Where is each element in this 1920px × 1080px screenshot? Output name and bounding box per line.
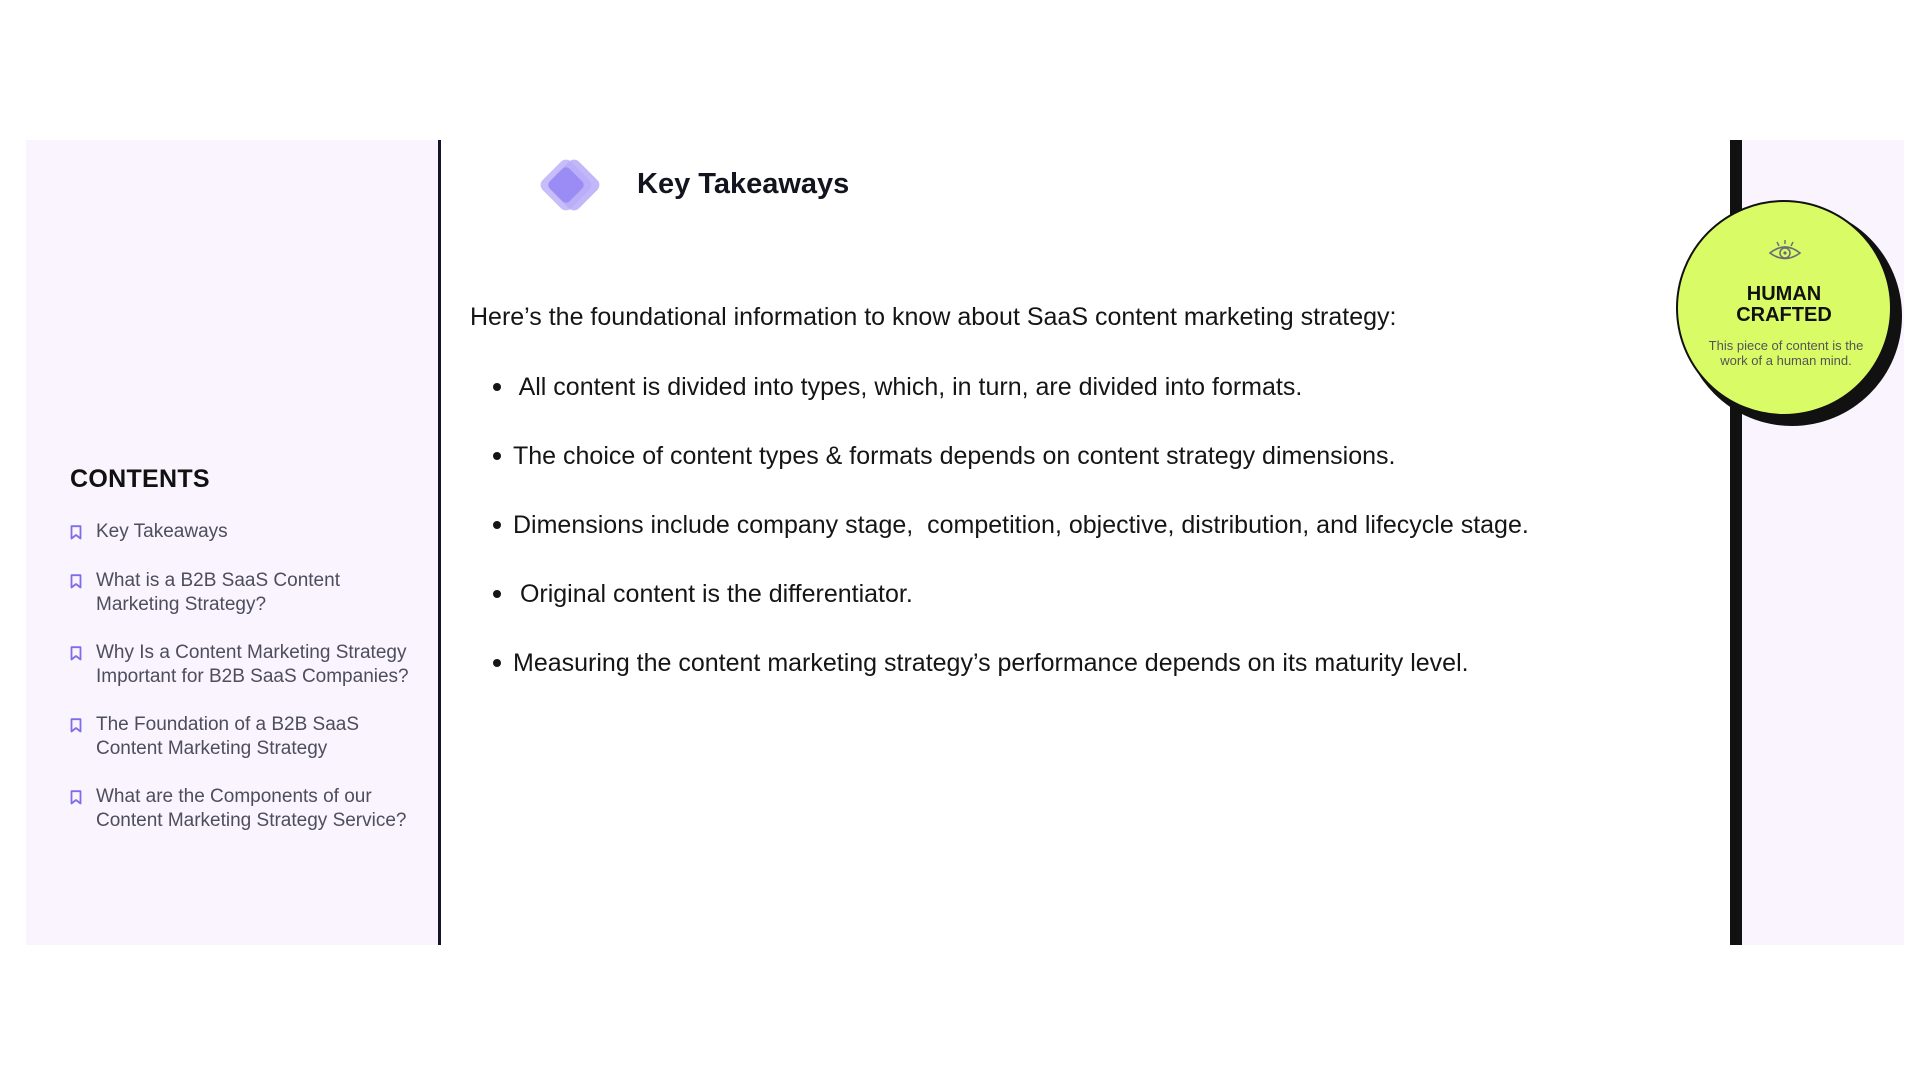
contents-title: CONTENTS (70, 465, 210, 493)
main-content: Key Takeaways Here’s the foundational in… (441, 140, 1754, 945)
bullet-text: The choice of content types & formats de… (513, 441, 1396, 470)
toc-item-label: Why Is a Content Marketing Strategy Impo… (96, 642, 409, 687)
bullet-dot (493, 383, 501, 391)
toc-item-label: The Foundation of a B2B SaaS Content Mar… (96, 714, 360, 759)
toc-item-what-is-b2b-saas-strategy[interactable]: What is a B2B SaaS Content Marketing Str… (70, 569, 410, 617)
toc-item-label: What is a B2B SaaS Content Marketing Str… (96, 570, 340, 615)
bullet-text: Measuring the content marketing strategy… (513, 648, 1469, 677)
bullet-text: Dimensions include company stage, compet… (513, 510, 1529, 539)
bookmark-icon (70, 713, 96, 738)
bookmark-icon (70, 520, 96, 545)
bookmark-icon (70, 785, 96, 810)
toc-item-components[interactable]: What are the Components of our Content M… (70, 785, 410, 833)
badge-title-line: HUMAN (1746, 283, 1822, 305)
section-title: Key Takeaways (637, 168, 850, 200)
toc-item-why-important[interactable]: Why Is a Content Marketing Strategy Impo… (70, 641, 410, 689)
bullet-text: Original content is the differentiator. (513, 579, 913, 608)
bookmark-icon (70, 569, 96, 594)
diamond-icon (528, 154, 608, 229)
content-frame: CONTENTS Key Takeaways What is a B2B Saa… (26, 140, 1904, 945)
bullet-dot (493, 521, 501, 529)
list-item: The choice of content types & formats de… (493, 441, 1529, 471)
bullet-dot (493, 659, 501, 667)
list-item: Measuring the content marketing strategy… (493, 648, 1529, 678)
human-crafted-badge: HUMAN CRAFTED This piece of content is t… (1676, 200, 1892, 416)
list-item: Dimensions include company stage, compet… (493, 510, 1529, 540)
sidebar-divider (438, 140, 441, 945)
toc-list: Key Takeaways What is a B2B SaaS Content… (70, 520, 410, 857)
toc-item-foundation[interactable]: The Foundation of a B2B SaaS Content Mar… (70, 713, 410, 761)
takeaways-list: All content is divided into types, which… (493, 372, 1529, 717)
toc-item-label: Key Takeaways (96, 521, 228, 542)
eye-icon (1767, 238, 1803, 271)
toc-item-key-takeaways[interactable]: Key Takeaways (70, 520, 410, 545)
bullet-text: All content is divided into types, which… (513, 372, 1303, 401)
table-of-contents-sidebar: CONTENTS Key Takeaways What is a B2B Saa… (26, 140, 439, 945)
bullet-dot (493, 452, 501, 460)
badge-title-line: CRAFTED (1736, 304, 1832, 326)
badge-text: This piece of content is the work of a h… (1708, 338, 1864, 368)
badge-title: HUMAN CRAFTED (1678, 284, 1890, 326)
bullet-dot (493, 590, 501, 598)
bookmark-icon (70, 641, 96, 666)
list-item: All content is divided into types, which… (493, 372, 1529, 402)
intro-text: Here’s the foundational information to k… (470, 303, 1397, 331)
list-item: Original content is the differentiator. (493, 579, 1529, 609)
toc-item-label: What are the Components of our Content M… (96, 786, 407, 831)
